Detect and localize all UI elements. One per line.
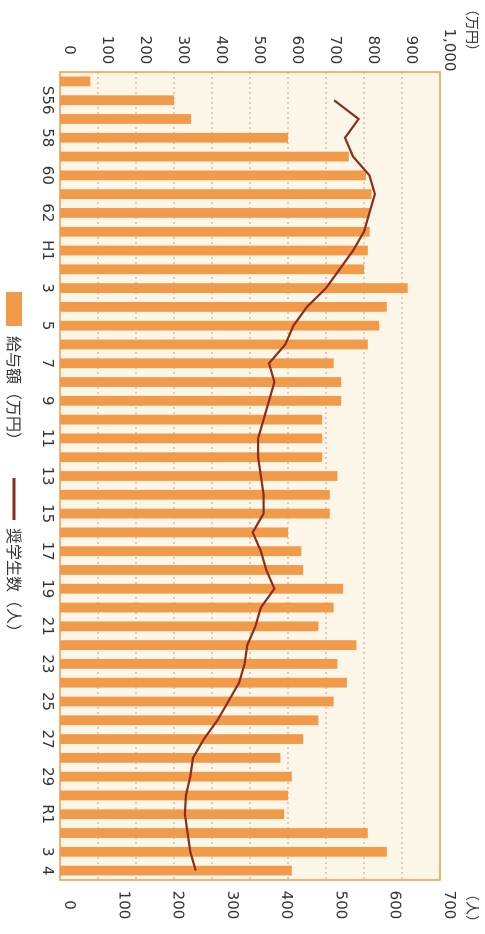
bar	[60, 546, 302, 557]
bar	[60, 245, 368, 256]
bar	[60, 170, 366, 181]
left-tick-label: 100	[99, 36, 117, 65]
bar	[60, 226, 370, 237]
bar	[60, 565, 304, 575]
bar	[60, 508, 330, 519]
bar	[60, 471, 338, 481]
left-tick-label: 0	[61, 45, 79, 55]
x-tick-label: 15	[39, 504, 57, 523]
legend-bar-swatch	[6, 292, 22, 326]
right-axis-ticks: 0 100 200 300 400 500 600 700	[61, 891, 459, 920]
bar	[60, 320, 380, 331]
x-tick-label: 11	[39, 429, 57, 448]
x-tick-label: 62	[39, 203, 57, 222]
right-tick-label: 200	[170, 891, 188, 920]
bar	[60, 734, 304, 744]
bar	[60, 602, 334, 613]
x-tick-label: 17	[39, 542, 57, 561]
bar	[60, 264, 364, 275]
bar	[60, 95, 174, 106]
bar	[60, 715, 319, 726]
x-tick-label: 60	[39, 166, 57, 185]
left-tick-label: 700	[327, 36, 345, 65]
x-tick-label: 58	[39, 128, 57, 147]
left-tick-label: 500	[251, 36, 269, 65]
bar	[60, 696, 334, 707]
bar	[60, 189, 372, 200]
plot-frame	[59, 71, 441, 881]
right-tick-label: 600	[387, 891, 405, 920]
bar	[60, 527, 288, 538]
bar	[60, 377, 342, 387]
x-tick-label: 29	[39, 767, 57, 786]
right-tick-label: 0	[61, 900, 79, 910]
x-tick-label: S56	[39, 86, 57, 115]
bar	[60, 790, 288, 801]
right-tick-label: 300	[224, 891, 242, 920]
legend-line-label: 奨学生数（人）	[4, 528, 23, 640]
left-tick-label: 200	[137, 36, 155, 65]
x-tick-label: 7	[39, 358, 57, 368]
right-tick-label: 500	[332, 891, 350, 920]
x-tick-label: 13	[39, 466, 57, 485]
right-axis-unit: （人）	[463, 887, 479, 929]
bar	[60, 659, 338, 669]
left-tick-label: 300	[175, 36, 193, 65]
x-tick-label: 4	[39, 866, 57, 876]
x-tick-label: 3	[39, 847, 57, 857]
bar	[60, 640, 357, 651]
x-tick-label: 25	[39, 692, 57, 711]
x-tick-label: R1	[39, 804, 57, 824]
left-tick-label: 400	[213, 36, 231, 65]
bar	[60, 621, 319, 632]
bar	[60, 846, 387, 857]
bar	[60, 76, 91, 87]
x-tick-label: 23	[39, 654, 57, 673]
bar	[60, 414, 323, 425]
right-tick-label: 100	[115, 891, 133, 920]
bar	[60, 395, 342, 406]
bar	[60, 132, 288, 143]
bar	[60, 358, 334, 369]
left-tick-label: 800	[365, 36, 383, 65]
legend-bar-label: 給与額（万円）	[4, 336, 23, 448]
bar	[60, 489, 330, 500]
bar	[60, 339, 368, 350]
bar	[60, 433, 323, 444]
bar	[60, 809, 285, 820]
x-tick-label: 3	[39, 283, 57, 293]
bar-series	[60, 76, 408, 876]
x-tick-label: H1	[39, 240, 57, 261]
bar	[60, 583, 344, 594]
bar	[60, 114, 192, 124]
bar	[60, 677, 347, 688]
x-tick-label: 21	[39, 617, 57, 636]
bar	[60, 283, 408, 293]
left-tick-label: 900	[403, 36, 421, 65]
bar	[60, 771, 292, 782]
x-tick-label: 19	[39, 579, 57, 598]
bar	[60, 828, 368, 838]
x-tick-label: 9	[39, 396, 57, 406]
bar	[60, 452, 323, 463]
x-tick-label: 27	[39, 730, 57, 749]
bar	[60, 752, 281, 763]
left-axis-unit: （万円）	[463, 2, 479, 58]
left-tick-label: 600	[289, 36, 307, 65]
left-axis-ticks: 0 100 200 300 400 500 600 700 800 900 1,000	[61, 29, 459, 72]
bar	[60, 208, 370, 218]
x-tick-label: 5	[39, 321, 57, 331]
bar	[60, 151, 349, 162]
line-series-scholarship-count	[183, 99, 377, 871]
x-axis-ticks: S56 58 60 62 H1 3 5 7 9 11 13 15 17 19 21 23 25 27 29 R1 3 4	[39, 86, 57, 875]
left-tick-label: 1,000	[441, 29, 459, 72]
legend: 給与額（万円） 奨学生数（人）	[4, 292, 23, 640]
bar	[60, 301, 387, 312]
bar	[60, 865, 292, 876]
right-tick-label: 700	[441, 891, 459, 920]
right-tick-label: 400	[278, 891, 296, 920]
